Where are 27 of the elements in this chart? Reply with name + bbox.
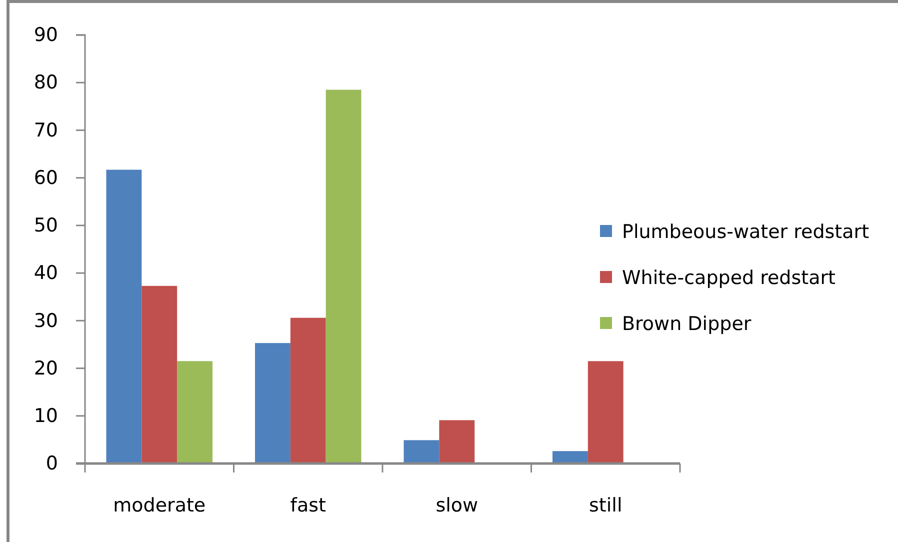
legend-label: Plumbeous-water redstart — [622, 221, 870, 243]
bar — [326, 90, 362, 464]
x-tick-label: moderate — [113, 494, 206, 516]
bar — [552, 451, 588, 464]
bar — [177, 361, 212, 464]
y-tick-label: 40 — [34, 262, 58, 284]
y-tick-label: 60 — [34, 166, 58, 189]
bar — [290, 318, 326, 464]
bar — [142, 286, 178, 464]
y-tick-label: 20 — [34, 357, 58, 380]
x-tick-label: fast — [290, 494, 326, 516]
y-tick-label: 10 — [34, 404, 58, 427]
legend-label: Brown Dipper — [622, 313, 752, 335]
y-tick-label: 30 — [34, 310, 58, 332]
bar — [439, 420, 475, 464]
bar — [404, 440, 440, 464]
y-tick-label: 70 — [34, 119, 58, 142]
y-tick-label: 80 — [34, 72, 58, 94]
y-tick-label: 90 — [34, 24, 58, 46]
x-tick-label: slow — [436, 494, 478, 516]
x-tick-label: still — [589, 494, 622, 516]
y-tick-label: 50 — [34, 214, 58, 237]
bar — [588, 361, 624, 464]
bar — [106, 170, 142, 464]
legend-label: White-capped redstart — [622, 267, 836, 289]
bar — [255, 343, 290, 464]
y-tick-label: 0 — [46, 452, 58, 475]
